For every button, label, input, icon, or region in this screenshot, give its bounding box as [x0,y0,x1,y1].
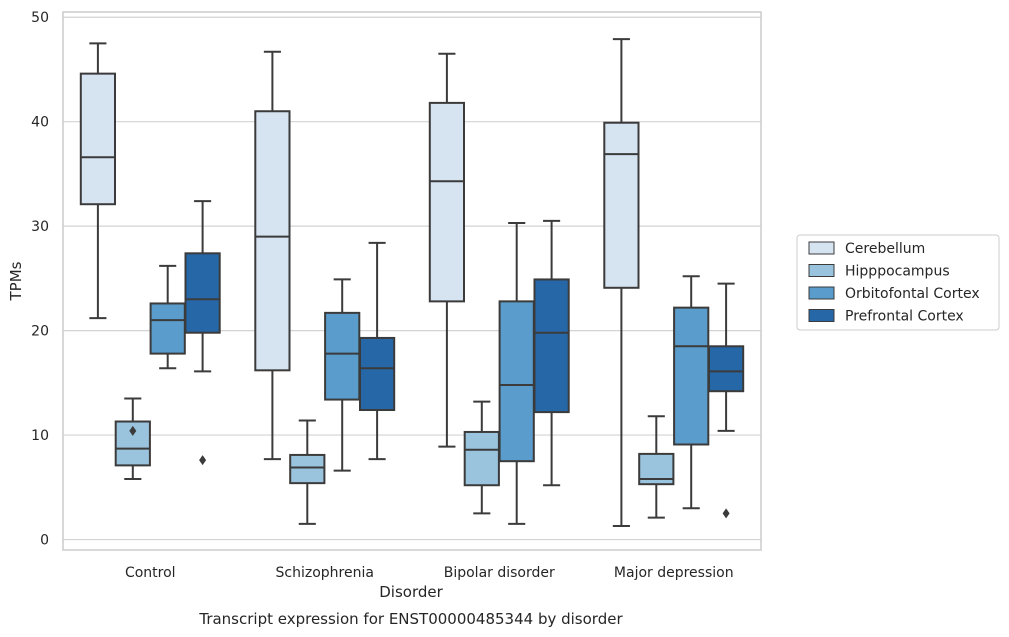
box-body [673,306,710,446]
y-tick-label: 0 [40,533,49,549]
x-axis-label: Disorder [379,583,443,601]
box-body [324,311,361,401]
x-tick-label: Control [125,565,176,581]
y-tick-label: 10 [31,428,49,444]
series-group [114,397,675,525]
legend-label: Prefrontal Cortex [845,309,964,325]
box-series [79,38,745,527]
box [358,241,396,461]
legend-label: Cerebellum [845,241,925,257]
x-tick-label: Bipolar disorder [444,565,555,581]
box-body [289,453,326,485]
y-tick-label: 50 [31,10,49,26]
legend-frame [796,234,1000,331]
box-body [707,345,745,393]
box-body [533,278,570,414]
box [673,275,710,510]
box-body [149,302,186,355]
y-axis-label: TPMs [7,261,25,301]
x-tick-labels: Control Schizophrenia Bipolar disorder Majo… [125,565,734,581]
box [638,415,675,519]
y-tick-label: 20 [31,324,49,340]
box [254,50,291,461]
series-group [184,200,745,519]
box [533,219,570,487]
box-body [463,430,500,487]
box [114,397,151,480]
series-group [79,38,640,527]
y-tick-labels: 0 10 20 30 40 50 [31,10,49,548]
legend-label: Orbitofontal Cortex [845,286,980,302]
legend-swatch [808,264,835,277]
x-tick-label: Major depression [614,565,734,581]
legend-label: Hipppocampus [845,264,950,280]
y-tick-label: 40 [31,115,49,131]
x-tick-label: Schizophrenia [276,565,374,581]
box-body [428,101,466,303]
box [428,52,466,448]
outlier-point [722,508,730,519]
legend-swatch [808,241,835,255]
box-body [358,336,396,412]
box-body [603,121,640,289]
box-body [79,72,117,206]
box [463,400,500,515]
box [184,200,221,466]
plot-frame [62,11,762,551]
series-group [149,222,710,525]
box [324,278,361,472]
box [707,282,745,519]
y-tick-label: 30 [31,219,49,235]
legend: Cerebellum Hipppocampus Orbitofontal Corte… [796,234,1000,331]
legend-swatch [808,286,835,300]
legend-swatch [808,309,835,322]
box-body [184,252,221,334]
box [79,42,117,320]
outlier-point [199,455,207,466]
box [289,419,326,525]
box-body [254,110,291,372]
box-body [498,300,535,463]
outlier-point [129,425,137,436]
box [603,38,640,527]
chart-caption: Transcript expression for ENST0000048534… [198,610,623,628]
